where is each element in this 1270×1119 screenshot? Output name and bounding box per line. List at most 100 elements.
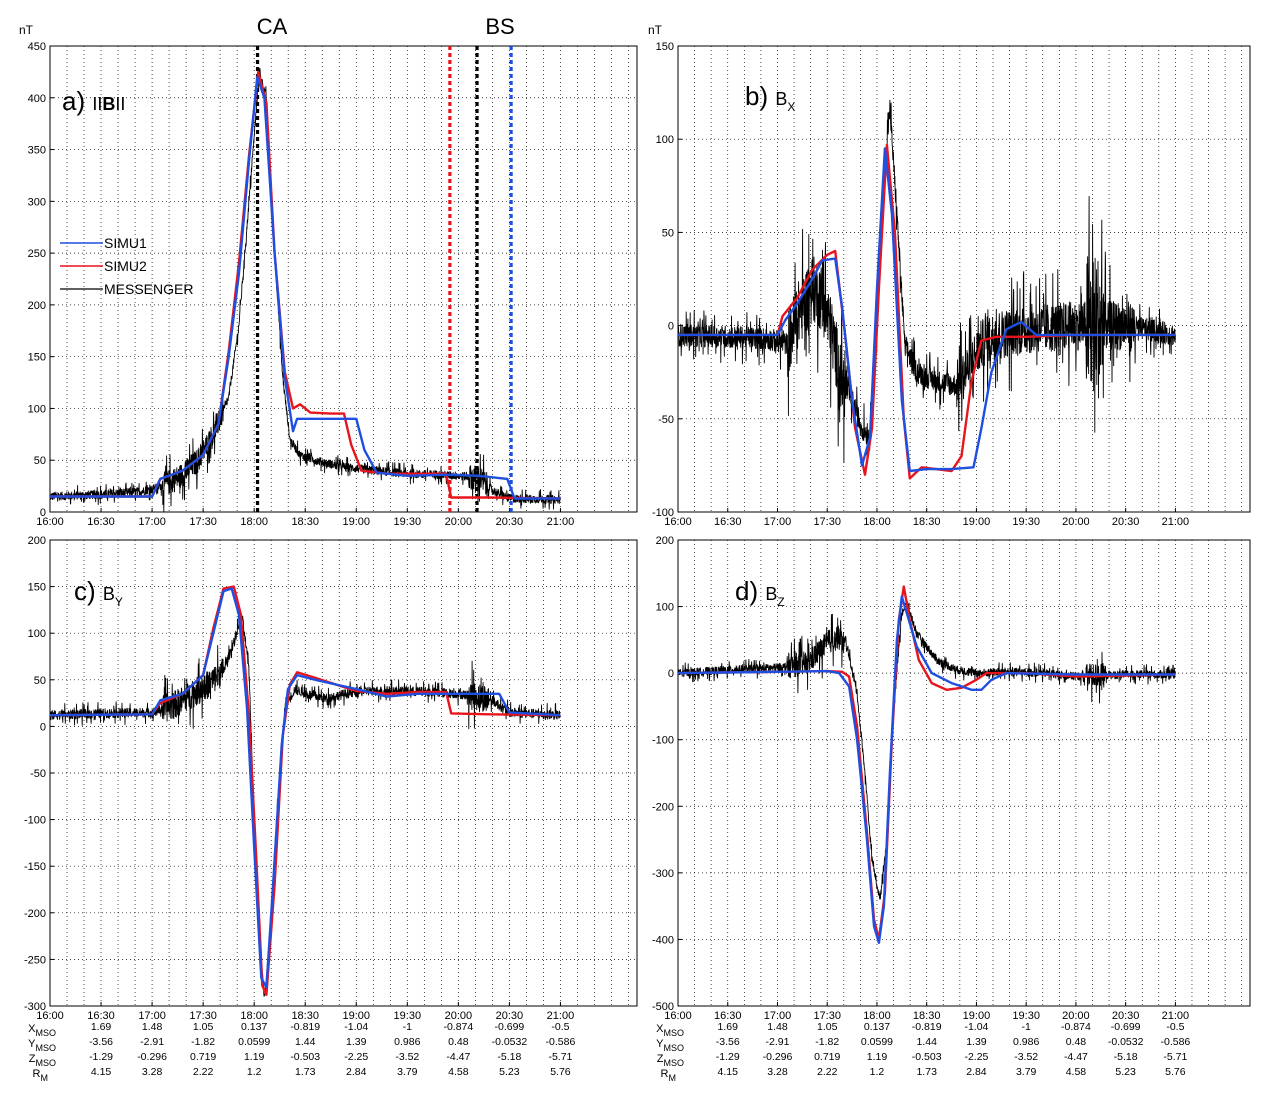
- y-tick-label: 400: [28, 93, 46, 105]
- ephemeris-cell: -1: [403, 1021, 412, 1033]
- x-tick-label: 21:00: [547, 1010, 575, 1022]
- x-tick-label: 17:30: [189, 516, 217, 528]
- ephemeris-cell: -1.82: [815, 1036, 839, 1048]
- ephemeris-cell: -2.91: [140, 1036, 164, 1048]
- series-messenger: [49, 68, 561, 513]
- ephemeris-cell: 0.48: [1066, 1036, 1087, 1048]
- ephemeris-row-label: YMSO: [28, 1038, 56, 1053]
- ephemeris-cell: -3.52: [1014, 1051, 1038, 1063]
- series-messenger: [677, 99, 1176, 464]
- y-tick-label: 50: [34, 675, 46, 687]
- x-tick-label: 16:30: [714, 1010, 742, 1022]
- ephemeris-row-label: XMSO: [28, 1023, 56, 1038]
- plot-area: [677, 539, 1251, 1007]
- x-tick-label: 20:00: [1062, 516, 1090, 528]
- ephemeris-row-label: YMSO: [656, 1038, 684, 1053]
- x-tick-label: 19:30: [1012, 1010, 1040, 1022]
- ephemeris-cell: -1.04: [964, 1021, 988, 1033]
- y-tick-label: -50: [658, 414, 674, 426]
- series-simu1: [49, 587, 561, 989]
- x-tick-label: 19:30: [394, 516, 422, 528]
- ephemeris-row-label: RM: [661, 1068, 676, 1083]
- panel-d: -500 -400 -300 -200 -100 0 100 200 16:00 16:30 17:…: [652, 535, 1251, 1022]
- ephemeris-cell: 3.79: [397, 1066, 418, 1078]
- x-tick-label: 19:30: [1012, 516, 1040, 528]
- ephemeris-cell: 1.19: [867, 1051, 888, 1063]
- ephemeris-table: XMSO 1.69 1.48 1.05 0.137 -0.819 -1.04 -1 -0.874…: [28, 1021, 1190, 1083]
- series-simu1: [50, 75, 561, 500]
- ephemeris-cell: 5.23: [499, 1066, 520, 1078]
- x-tick-label: 20:00: [445, 516, 473, 528]
- legend-label-simu2: SIMU2: [104, 258, 147, 274]
- y-tick-label: -200: [24, 908, 46, 920]
- y-tick-label: 150: [28, 582, 46, 594]
- x-tick-label: 18:30: [913, 516, 941, 528]
- y-tick-label: 50: [34, 455, 46, 467]
- x-tick-label: 19:00: [963, 1010, 991, 1022]
- ephemeris-cell: -1.29: [89, 1051, 113, 1063]
- ephemeris-cell: -5.71: [548, 1051, 572, 1063]
- x-tick-label: 20:30: [496, 1010, 524, 1022]
- x-tick-label: 18:30: [291, 1010, 319, 1022]
- y-tick-label: 200: [28, 535, 46, 547]
- ephemeris-cell: -0.5: [1166, 1021, 1184, 1033]
- ephemeris-cell: -0.586: [546, 1036, 576, 1048]
- x-tick-label: 16:30: [87, 516, 115, 528]
- x-tick-label: 21:00: [547, 516, 575, 528]
- ephemeris-cell: 3.28: [142, 1066, 163, 1078]
- ephemeris-cell: 4.58: [1066, 1066, 1087, 1078]
- y-axis-unit: nT: [648, 23, 663, 37]
- panel-label: d) BZ: [735, 576, 785, 609]
- x-tick-label: 17:00: [764, 1010, 792, 1022]
- bs-label: BS: [485, 14, 514, 39]
- legend-label-simu1: SIMU1: [104, 235, 147, 251]
- panel-b: -100 -50 0 50 100 150 16:00 16:30 17:00 17:30 18:0…: [648, 23, 1251, 528]
- ephemeris-cell: 0.719: [190, 1051, 216, 1063]
- panel-c: -300 -250 -200 -150 -100 -50 0 50 100 150 200 16:00…: [24, 535, 638, 1022]
- x-tick-label: 18:00: [240, 1010, 268, 1022]
- series-simu2: [678, 143, 1176, 480]
- ephemeris-cell: 1.69: [91, 1021, 112, 1033]
- ca-label: CA: [257, 14, 288, 39]
- x-tick-label: 18:00: [863, 1010, 891, 1022]
- y-tick-label: 200: [656, 535, 674, 547]
- ephemeris-cell: 0.137: [241, 1021, 267, 1033]
- legend-label-messenger: MESSENGER: [104, 281, 193, 297]
- series-simu1: [677, 595, 1176, 944]
- ephemeris-cell: -0.819: [290, 1021, 320, 1033]
- ephemeris-row-label: RM: [33, 1068, 48, 1083]
- y-tick-label: -200: [652, 801, 674, 813]
- ephemeris-cell: 4.15: [91, 1066, 112, 1078]
- x-tick-label: 18:30: [291, 516, 319, 528]
- y-tick-label: 100: [28, 628, 46, 640]
- y-tick-label: -300: [652, 868, 674, 880]
- ephemeris-cell: 0.137: [864, 1021, 890, 1033]
- y-tick-label: 250: [28, 248, 46, 260]
- ephemeris-cell: -0.5: [551, 1021, 569, 1033]
- y-tick-label: 450: [28, 41, 46, 53]
- ephemeris-cell: -0.0532: [1108, 1036, 1144, 1048]
- ephemeris-cell: -0.296: [137, 1051, 167, 1063]
- y-tick-label: 0: [668, 668, 674, 680]
- x-tick-label: 19:00: [342, 1010, 370, 1022]
- x-tick-label: 20:30: [1112, 1010, 1140, 1022]
- y-tick-label: 0: [40, 507, 46, 519]
- ephemeris-cell: -1.82: [191, 1036, 215, 1048]
- x-tick-label: 17:00: [138, 1010, 166, 1022]
- x-tick-label: 17:30: [813, 516, 841, 528]
- y-tick-label: -100: [652, 735, 674, 747]
- y-tick-label: -100: [652, 507, 674, 519]
- ephemeris-cell: 1.44: [916, 1036, 937, 1048]
- x-tick-label: 17:30: [813, 1010, 841, 1022]
- ephemeris-cell: 0.0599: [861, 1036, 893, 1048]
- x-tick-label: 21:00: [1162, 1010, 1190, 1022]
- ephemeris-cell: 2.22: [817, 1066, 838, 1078]
- ephemeris-cell: -3.52: [395, 1051, 419, 1063]
- y-tick-label: 100: [656, 602, 674, 614]
- ephemeris-cell: 0.719: [814, 1051, 840, 1063]
- ephemeris-cell: -0.874: [1061, 1021, 1091, 1033]
- ephemeris-cell: -0.503: [912, 1051, 942, 1063]
- x-tick-label: 19:00: [963, 516, 991, 528]
- ephemeris-cell: 1.48: [767, 1021, 788, 1033]
